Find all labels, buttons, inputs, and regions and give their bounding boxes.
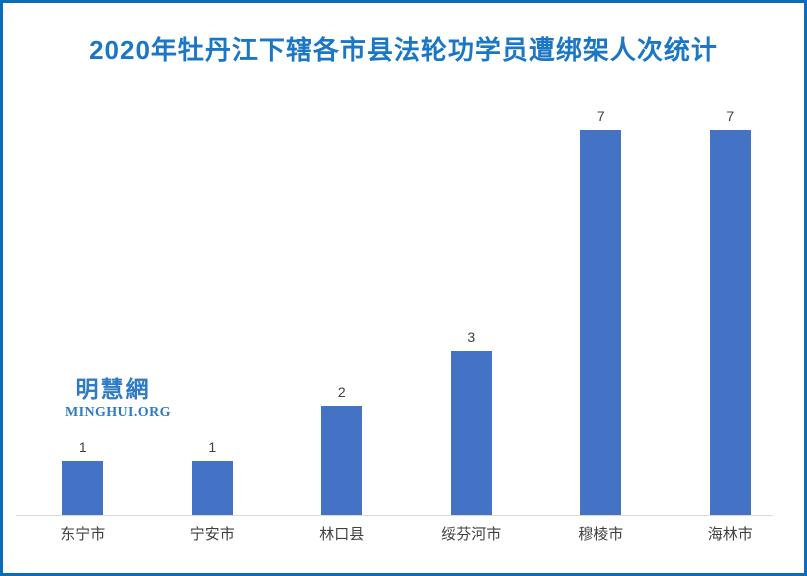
category-label: 绥芬河市	[441, 526, 502, 543]
minghui-logo-cn: 明慧網	[75, 376, 151, 402]
category-label: 宁安市	[189, 526, 235, 543]
plot-area: 1 1 2 3 7 7	[18, 98, 795, 516]
bar	[191, 461, 233, 516]
data-label: 1	[208, 439, 217, 455]
data-label: 7	[726, 108, 735, 124]
data-label: 1	[78, 439, 87, 455]
bar-column: 1	[18, 98, 148, 516]
chart-title: 2020年牡丹江下辖各市县法轮功学员遭绑架人次统计	[89, 35, 718, 65]
x-axis-line	[16, 515, 773, 516]
bar-column: 7	[536, 98, 666, 516]
bar-column: 2	[277, 98, 407, 516]
category-label: 穆棱市	[578, 526, 624, 543]
data-label: 2	[337, 384, 346, 400]
data-label: 7	[596, 108, 605, 124]
data-label: 3	[467, 329, 476, 345]
bar-column: 3	[407, 98, 537, 516]
minghui-logo-en: MINGHUI.ORG	[65, 405, 171, 420]
bar	[321, 406, 363, 516]
bar	[580, 130, 622, 516]
minghui-watermark: 明慧網 MINGHUI.ORG	[65, 370, 171, 421]
bar	[709, 130, 751, 516]
bar-column: 7	[666, 98, 796, 516]
bar	[62, 461, 104, 516]
category-label: 海林市	[707, 526, 753, 543]
bar-column: 1	[148, 98, 278, 516]
bar	[450, 351, 492, 516]
category-axis: 东宁市 宁安市 林口县 绥芬河市 穆棱市 海林市	[18, 523, 795, 544]
category-label: 东宁市	[60, 526, 106, 543]
category-label: 林口县	[319, 526, 365, 543]
